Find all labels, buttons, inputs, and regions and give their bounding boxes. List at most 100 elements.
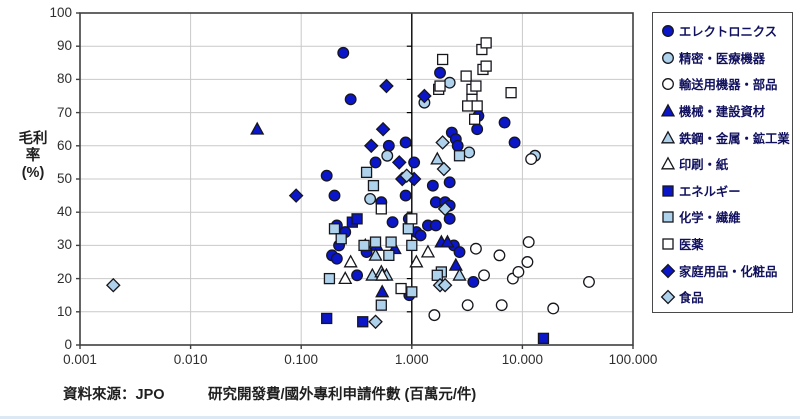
- data-point: [428, 309, 441, 322]
- legend-item-label: 化学・繊維: [679, 211, 741, 226]
- data-point: [478, 269, 490, 282]
- data-point: [323, 272, 336, 285]
- data-point: [351, 269, 364, 282]
- data-point: [360, 166, 373, 179]
- y-tick-label: 0: [64, 337, 72, 352]
- x-tick-label: 0.100: [284, 352, 319, 367]
- data-point: [338, 271, 353, 285]
- circle-marker-icon: [662, 78, 674, 91]
- data-point: [469, 242, 482, 255]
- legend-item-label: 食品: [679, 291, 704, 306]
- data-point: [470, 80, 482, 92]
- data-point: [367, 179, 380, 192]
- data-point: [368, 314, 383, 330]
- data-point: [430, 151, 445, 165]
- legend-item-label: 印刷・紙: [679, 158, 729, 173]
- data-point: [498, 116, 511, 129]
- legend-item-label: 医薬: [679, 238, 704, 253]
- data-point: [583, 275, 595, 288]
- data-point: [471, 123, 484, 136]
- data-point: [660, 263, 676, 278]
- y-tick-label: 40: [56, 204, 72, 220]
- legend-item: 機械・建設資材: [653, 98, 792, 125]
- data-point: [406, 213, 418, 225]
- y-tick-label: 80: [56, 71, 72, 87]
- data-point: [417, 88, 432, 104]
- data-point: [461, 299, 474, 312]
- data-point: [443, 176, 456, 189]
- data-point: [453, 246, 466, 258]
- data-point: [434, 66, 446, 79]
- square-marker-icon: [662, 211, 674, 224]
- source-note: 資料來源：JPO: [63, 387, 165, 403]
- triangle-marker-icon: [660, 103, 676, 117]
- data-point: [382, 139, 395, 152]
- data-point: [386, 216, 399, 229]
- data-point: [375, 203, 387, 215]
- diamond-marker-icon: [660, 263, 676, 278]
- data-point: [321, 312, 333, 325]
- data-point: [375, 299, 387, 311]
- data-point: [288, 188, 304, 203]
- data-point: [436, 53, 449, 66]
- data-point: [443, 76, 456, 89]
- data-point: [431, 269, 443, 281]
- data-point: [364, 192, 377, 205]
- data-point: [379, 78, 394, 94]
- data-point: [522, 236, 535, 249]
- legend-item: エレクトロニクス: [653, 18, 792, 45]
- x-tick-label: 0.001: [63, 352, 97, 367]
- data-point: [443, 212, 456, 225]
- legend-item: 印刷・紙: [653, 151, 792, 178]
- data-point: [420, 244, 436, 258]
- circle-marker-icon: [662, 25, 674, 38]
- data-point: [471, 100, 483, 112]
- data-point: [330, 252, 343, 265]
- circle-marker-icon: [662, 51, 674, 64]
- data-point: [480, 37, 492, 49]
- y-axis-title-unit: (%): [21, 165, 45, 181]
- y-axis-title-text: 毛利率: [18, 131, 48, 164]
- data-point: [357, 316, 369, 328]
- data-point: [437, 201, 453, 217]
- data-point: [460, 70, 472, 82]
- data-point: [547, 302, 560, 315]
- legend: エレクトロニクス精密・医療機器輸送用機器・部品 機械・建設資材 鉄鋼・金属・鉱工業印…: [652, 12, 793, 313]
- data-point: [505, 87, 517, 99]
- data-point: [399, 189, 412, 202]
- data-point: [399, 168, 415, 183]
- x-tick-label: 1.000: [394, 352, 429, 367]
- y-tick-label: 70: [56, 104, 72, 120]
- data-point: [467, 275, 480, 288]
- x-axis-label: 研究開發費/國外專利申請件數 (百萬元/件): [208, 387, 477, 403]
- data-point: [508, 136, 521, 149]
- y-tick-label: 50: [56, 171, 72, 186]
- data-point: [395, 282, 407, 295]
- legend-item: 輸送用機器・部品: [653, 71, 792, 98]
- data-point: [375, 267, 390, 281]
- data-point: [250, 121, 265, 135]
- data-point: [662, 185, 674, 197]
- data-point: [406, 286, 418, 298]
- legend-item: 化学・繊維: [653, 204, 792, 231]
- y-tick-label: 100: [49, 5, 72, 20]
- data-point: [429, 219, 442, 232]
- data-point: [385, 236, 397, 248]
- data-point: [525, 153, 538, 166]
- data-point: [512, 266, 525, 278]
- data-point: [493, 249, 506, 262]
- triangle-marker-icon: [660, 130, 676, 144]
- data-point: [343, 254, 358, 268]
- legend-item: 家庭用品・化粧品: [653, 257, 792, 284]
- data-point: [383, 249, 395, 262]
- data-point: [363, 138, 379, 154]
- y-tick-label: 30: [56, 237, 72, 253]
- y-tick-label: 60: [56, 137, 72, 153]
- legend-item-label: 精密・医療機器: [679, 51, 766, 66]
- data-point: [369, 156, 382, 169]
- legend-item: 鉄鋼・金属・鉱工業: [653, 124, 792, 151]
- square-marker-icon: [662, 238, 674, 250]
- data-point: [463, 146, 476, 159]
- data-point: [451, 139, 464, 152]
